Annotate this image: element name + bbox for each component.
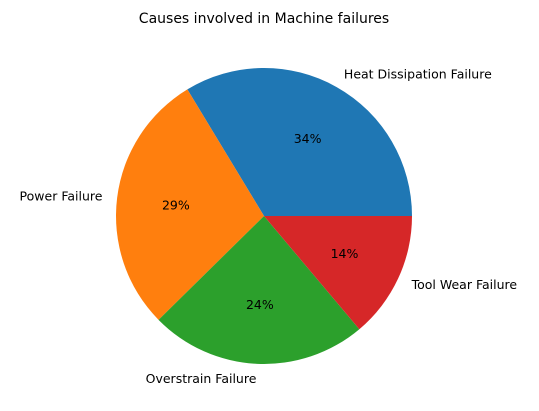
pie-slice-power-failure [116, 89, 264, 320]
pct-label-tool-wear-failure: 14% [331, 246, 359, 261]
pie-slices [116, 68, 413, 364]
pie-slice-overstrain-failure [158, 216, 360, 364]
slice-label-power-failure: Power Failure [20, 188, 103, 203]
pie-slice-heat-dissipation-failure [187, 68, 412, 217]
slice-label-heat-dissipation-failure: Heat Dissipation Failure [344, 67, 492, 82]
pct-label-heat-dissipation-failure: 34% [294, 131, 322, 146]
pie-labels: 34% Heat Dissipation Failure 29% Power Fail… [20, 67, 518, 386]
slice-label-tool-wear-failure: Tool Wear Failure [411, 277, 518, 292]
slice-label-overstrain-failure: Overstrain Failure [146, 371, 257, 386]
chart-title: Causes involved in Machine failures [139, 11, 389, 27]
pct-label-overstrain-failure: 24% [246, 297, 274, 312]
pie-slice-tool-wear-failure [264, 216, 413, 330]
pct-label-power-failure: 29% [162, 197, 190, 212]
